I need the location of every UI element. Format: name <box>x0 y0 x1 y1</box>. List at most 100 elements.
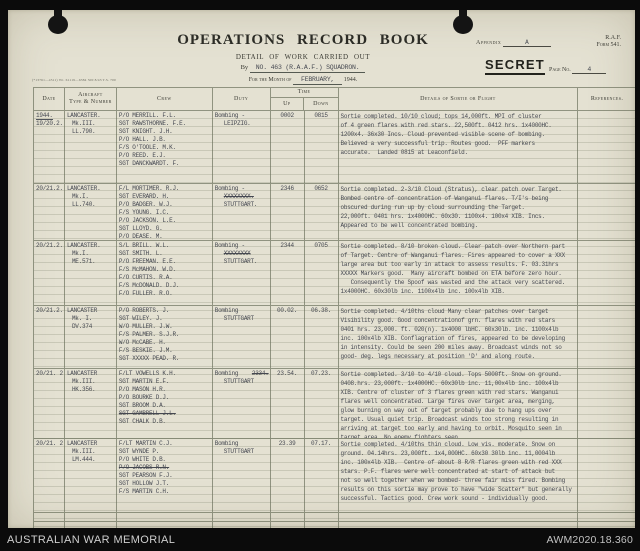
details-cell: Sortie completed. 4/10ths thin cloud. Lo… <box>339 439 579 512</box>
text-line: P/O DEASE. M. <box>118 233 163 240</box>
text-line: SGT PEARSON F.J. <box>118 472 173 479</box>
text-line: LANCASTER <box>66 307 98 314</box>
text-line: HK.356. <box>71 386 96 393</box>
text-line: Bombing - <box>214 242 245 249</box>
aircraft-cell: LANCASTER. Mk.I. ME.571. <box>65 241 117 305</box>
page-label: Page No. <box>549 67 571 73</box>
text-line: 20/21.2. <box>36 307 63 314</box>
crew-cell: P/O ROBERTS. J. SGT WILEY. J. W/O MULLER. … <box>117 306 213 368</box>
text-line: 20/21.2. <box>36 185 63 192</box>
archive-accession-number: AWM2020.18.360 <box>546 533 633 546</box>
table-header-row: Date Aircraft Type & Number Crew Duty Ti… <box>34 88 635 111</box>
text-line: 20/21.2. <box>36 242 63 249</box>
text-line: XXXXXXXX. <box>223 193 254 200</box>
date-cell: 20/21.2. <box>34 241 65 305</box>
text-line: P/O JACOBS R.N. <box>118 464 170 471</box>
text-line: Mk.III. <box>71 378 96 385</box>
text-line: P/O MERRILL. F.L. <box>118 112 176 119</box>
text-line: LL.790. <box>71 128 96 135</box>
text-line: F/L MORTIMER. R.J. <box>118 185 180 192</box>
text-line: P/O FREEMAN. E.E. <box>118 258 176 265</box>
text-line: LANCASTER. <box>66 185 101 192</box>
text-line: STUTTGART. <box>223 201 258 208</box>
text-line: Mk.I. <box>71 193 89 200</box>
text-line: LEIPZIG. <box>223 120 251 127</box>
text-line: SGT WYNDE P. <box>118 448 160 455</box>
details-cell: Sortie completed. 10/10 cloud; tops 14,0… <box>339 111 579 183</box>
table-body: 1944. 19/20.2. LANCASTER. Mk.III. LL.790. P… <box>34 111 635 528</box>
page-value: 4 <box>572 66 607 74</box>
text-line: SGT WILEY. J. <box>118 315 163 322</box>
document-page: OPERATIONS RECORD BOOK Appendix A R.A.F.… <box>8 10 635 528</box>
time-up-cell: 2346 <box>271 184 305 240</box>
text-line: P/O BADGER. W.J. <box>118 201 173 208</box>
text-line: SGT GAMBRELL J.L. <box>118 410 176 417</box>
text-line: LANCASTER. <box>66 112 101 119</box>
duty-cell: Bombing - LEIPZIG. <box>213 111 271 183</box>
text-line: SGT BROOM D.A. <box>118 402 166 409</box>
table-row: 20/21. 2. LANCASTER Mk.III. LM.444. F/LT M… <box>34 439 635 513</box>
text-line: XXXXXXXX <box>223 250 251 257</box>
text-line: F/S O'TOOLE. M.K. <box>118 144 176 151</box>
date-cell: 1944. 19/20.2. <box>34 111 65 183</box>
header-details: Details of Sortie or Flight <box>339 88 579 110</box>
appendix-label: Appendix <box>476 40 502 46</box>
text-line: P/O HALL. J.B. <box>118 136 166 143</box>
header-time: Time Up Down <box>270 88 339 110</box>
text-line: P/O JACKSON. L.E. <box>118 217 176 224</box>
duty-cell: Bombing STUTTGART <box>213 439 271 512</box>
duty-cell: Bombing - XXXXXXXX STUTTGART. <box>213 241 271 305</box>
archive-caption-bar: AUSTRALIAN WAR MEMORIAL AWM2020.18.360 <box>0 528 640 551</box>
form-subtitle: DETAIL OF WORK CARRIED OUT <box>235 53 371 61</box>
page-number-field: Page No. 4 <box>549 66 607 74</box>
text-line: SGT SMITH. L. <box>118 250 163 257</box>
text-line: Mk.III. <box>71 448 96 455</box>
text-line: SGT DANCKWARDT. F. <box>118 160 180 167</box>
text-line: DV.374 <box>71 323 93 330</box>
text-line: SGT XXXXX PEAD. R. <box>118 355 180 362</box>
time-down-cell: 0705 <box>305 241 339 305</box>
month-field: For the Month of FEBRUARY, 1944. <box>138 76 468 85</box>
text-line: P/O MASON H.R. <box>118 386 166 393</box>
details-cell: Sortie completed. 8/10 broken cloud. Cle… <box>339 241 579 305</box>
header-time-up: Up <box>271 98 305 110</box>
printer-code: (*13761—4511) Wt. 61119—6384 500 8/43 T.… <box>32 78 116 82</box>
time-up-cell: 23.39 <box>271 439 305 512</box>
details-cell: Sortie completed. 4/10ths cloud Many cle… <box>339 306 579 368</box>
month-label: For the Month of <box>248 77 292 83</box>
aircraft-cell: LANCASTER Mk.III. LM.444. <box>65 439 117 512</box>
references-cell <box>578 369 635 438</box>
aircraft-cell: LANCASTER Mk. I. DV.374 <box>65 306 117 368</box>
text-line: 20/21. 2. <box>36 440 65 447</box>
text-line: P/O BOURKE D.J. <box>118 394 170 401</box>
text-line: W/O McCABE. H. <box>118 339 166 346</box>
date-cell: 20/21.2. <box>34 306 65 368</box>
text-line: F/LT VOWELLS K.H. <box>118 370 176 377</box>
crew-cell: F/LT VOWELLS K.H. SGT MARTIN E.F. P/O MASO… <box>117 369 213 438</box>
text-line: F/S McDONALD. D.J. <box>118 282 180 289</box>
text-line: F/S MARTIN C.H. <box>118 488 170 495</box>
text-line: Bombing <box>214 440 239 447</box>
text-line: Mk.III. <box>71 120 96 127</box>
text-line: F/S PALMER. S.J.R. <box>118 331 180 338</box>
squadron-value: NO. 463 (R.A.A.F.) SQUADRON. <box>249 64 366 73</box>
month-value: FEBRUARY, <box>292 76 343 85</box>
time-up-cell: 00.02. <box>271 306 305 368</box>
squadron-field: By NO. 463 (R.A.A.F.) SQUADRON. <box>138 64 468 73</box>
table-row: 20/21.2. LANCASTER. Mk.I. LL.740. F/L MORT… <box>34 184 635 241</box>
text-line: 1944. <box>36 112 53 120</box>
year-value: 1944. <box>343 77 358 83</box>
duty-cell: Bombing - XXXXXXXX. STUTTGART. <box>213 184 271 240</box>
text-line: W/O MULLER. J.W. <box>118 323 173 330</box>
appendix-field: Appendix A <box>476 39 552 47</box>
text-line: 20/21. 2. <box>36 370 65 377</box>
time-down-cell: 0652 <box>305 184 339 240</box>
crew-cell: S/L BRILL. W.L. SGT SMITH. L. P/O FREEMAN.… <box>117 241 213 305</box>
duty-cell: Bombing STUTTGART <box>213 306 271 368</box>
header-time-down: Down <box>313 100 329 107</box>
date-cell: 20/21. 2. <box>34 369 65 438</box>
details-cell: Sortie completed. 2-3/10 Cloud (Stratus)… <box>339 184 579 240</box>
text-line: LANCASTER <box>66 440 98 447</box>
punch-hole-icon <box>46 10 70 37</box>
references-cell <box>578 241 635 305</box>
